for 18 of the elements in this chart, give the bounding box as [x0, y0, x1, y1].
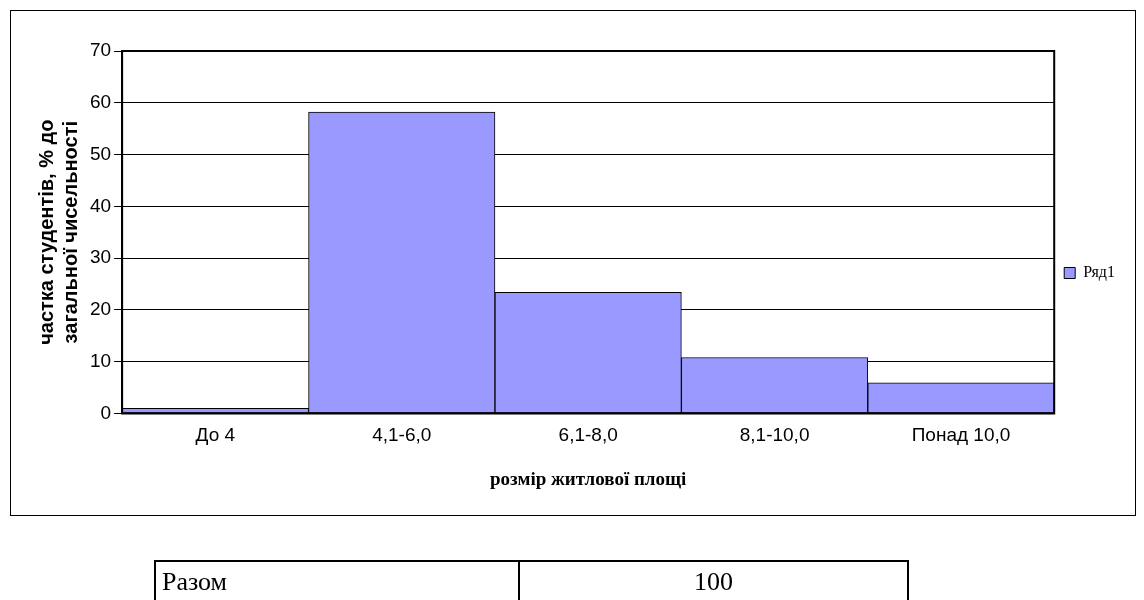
- x-tick-label: Понад 10,0: [911, 424, 1011, 446]
- y-tick-label: 30: [89, 246, 112, 268]
- y-tick-label: 50: [89, 142, 112, 164]
- y-tick-label: 60: [89, 91, 112, 113]
- text: Разом: [155, 561, 519, 600]
- y-tick-label: 40: [89, 194, 112, 216]
- y-axis-title: частка студентів, % до загальної чисельності: [34, 119, 81, 345]
- x-axis-title: розмір житлової площі: [490, 467, 687, 489]
- y-tick-label: 10: [89, 349, 112, 371]
- x-tick-label: 6,1-8,0: [558, 424, 618, 446]
- x-tick-label: 8,1-10,0: [739, 424, 810, 446]
- y-tick-label: 70: [89, 39, 112, 61]
- legend-label: Ряд1: [1083, 263, 1116, 282]
- text: 100: [519, 561, 908, 600]
- x-tick-label: До 4: [195, 424, 236, 446]
- y-tick-label: 20: [89, 298, 112, 320]
- y-tick-label: 0: [100, 401, 112, 423]
- x-tick-label: 4,1-6,0: [372, 424, 432, 446]
